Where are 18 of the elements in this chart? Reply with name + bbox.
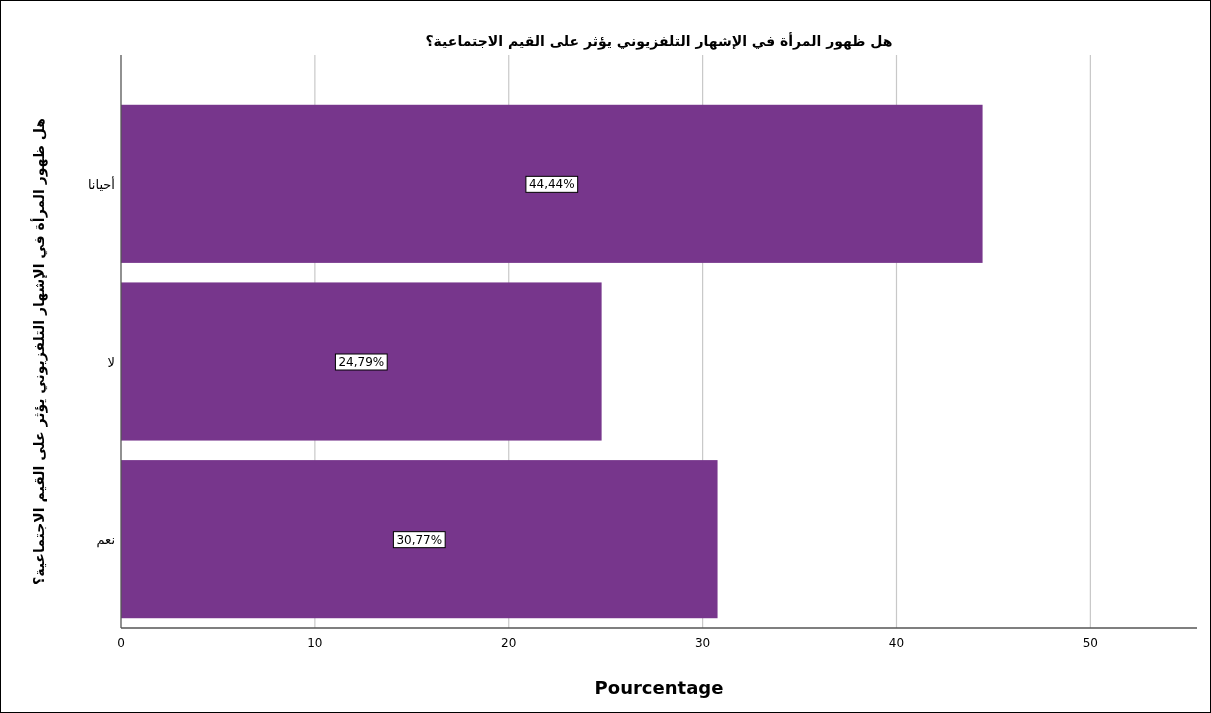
- x-tick-label: 20: [501, 636, 517, 650]
- bar: [121, 460, 718, 619]
- bar: [121, 104, 983, 263]
- x-tick-label: 0: [117, 636, 125, 650]
- x-tick-label: 30: [694, 636, 711, 650]
- x-tick-label: 10: [307, 636, 323, 650]
- x-axis-title: Pourcentage: [594, 677, 724, 698]
- y-axis-title: هل ظهور المرأة في الإشهار التلفزيوني يؤثر على القيم الاجتماعية؟: [30, 118, 48, 585]
- x-tick-label: 40: [888, 636, 905, 650]
- data-label: 30,77%: [396, 532, 443, 547]
- bar: [121, 282, 602, 441]
- y-tick-label: لا: [107, 354, 115, 370]
- y-tick-label: أحيانا: [87, 175, 115, 192]
- data-label: 44,44%: [528, 177, 575, 192]
- data-label: 24,79%: [338, 355, 385, 369]
- y-tick-label: نعم: [96, 532, 115, 549]
- x-tick-label: 50: [1082, 636, 1099, 650]
- chart-title: هل ظهور المرأة في الإشهار التلفزيوني يؤثر على القيم الاجتماعية؟: [425, 32, 893, 50]
